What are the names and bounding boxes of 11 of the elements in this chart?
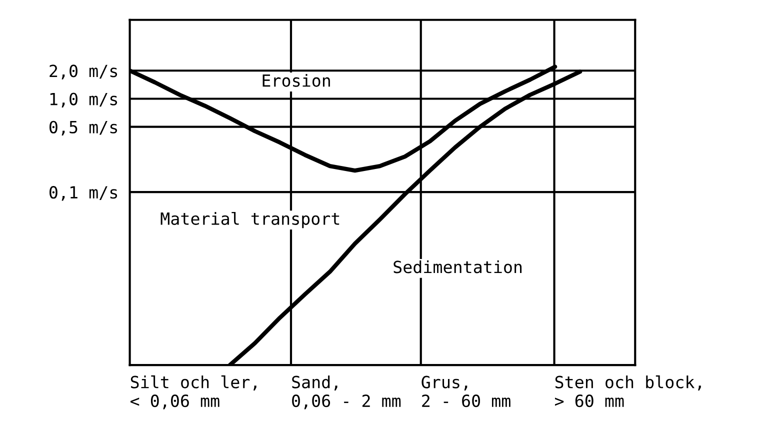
- text: Grus, 2 - 60 mm: [422, 376, 510, 408]
- y-tick-label: 1,0 m/s: [50, 92, 118, 108]
- annotation: Sedimentation: [394, 260, 522, 274]
- text: Sten och block, > 60 mm: [554, 375, 701, 408]
- annotation: Material transport: [160, 212, 340, 228]
- annotation: Erosion: [262, 74, 330, 87]
- text: Sand, 0,06 - 2 mm: [292, 375, 401, 410]
- y-tick-label: 2,0 m/s: [50, 64, 118, 80]
- y-tick-label: 0,5 m/s: [50, 120, 118, 136]
- y-tick-label: 0,1 m/s: [50, 186, 118, 201]
- text: Silt och ler, < 0,06 mm: [130, 375, 256, 410]
